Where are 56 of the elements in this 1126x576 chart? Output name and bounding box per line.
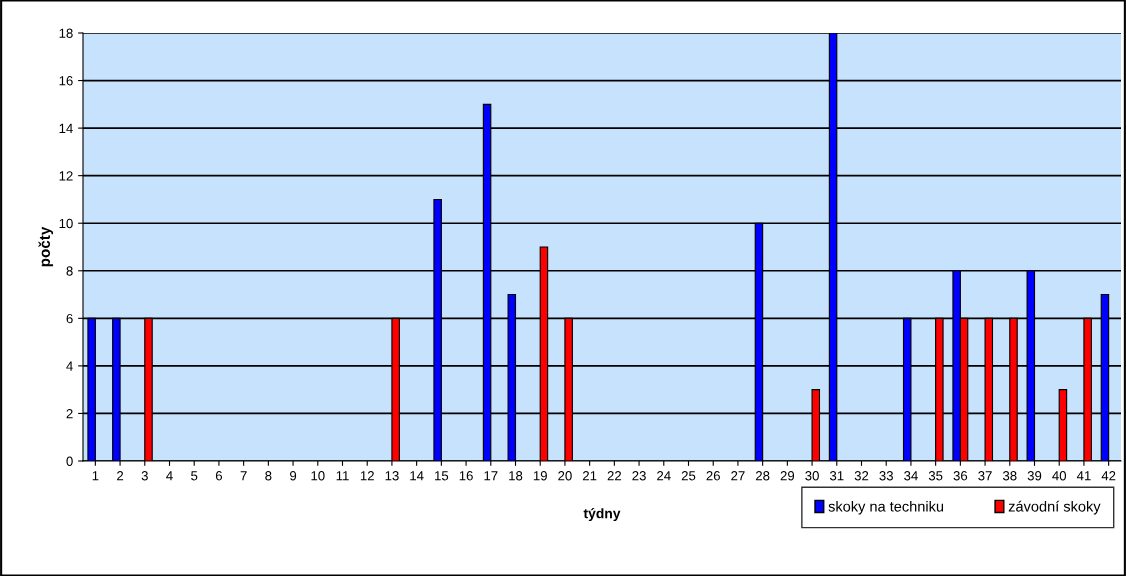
x-tick-label: 31: [829, 471, 844, 481]
x-tick-label: 20: [558, 471, 572, 481]
y-axis-title: počty: [38, 226, 54, 267]
x-tick-label: 42: [1101, 471, 1116, 481]
x-tick-label: 9: [290, 471, 297, 481]
x-tick-label: 17: [484, 471, 498, 481]
y-tick-label: 8: [66, 266, 73, 276]
x-tick-label: 16: [459, 471, 473, 481]
x-tick-label: 27: [731, 471, 745, 481]
x-tick-label: 13: [385, 471, 399, 481]
x-tick-label: 35: [928, 471, 943, 481]
x-tick-label: 25: [681, 471, 696, 481]
y-tick-label: 18: [59, 28, 73, 38]
x-tick-label: 5: [191, 471, 198, 481]
x-tick-label: 8: [265, 471, 272, 481]
y-tick-label: 6: [66, 313, 73, 324]
x-tick-label: 38: [1002, 471, 1017, 481]
x-tick-label: 23: [632, 471, 646, 481]
x-tick-label: 11: [336, 471, 349, 481]
y-tick-label: 10: [59, 218, 73, 229]
y-tick-label: 4: [66, 361, 73, 371]
x-tick-label: 41: [1076, 471, 1091, 481]
x-tick-label: 19: [533, 471, 547, 481]
x-tick-label: 22: [607, 471, 622, 481]
x-tick-label: 14: [410, 471, 424, 481]
x-tick-label: 12: [360, 471, 374, 481]
x-tick-label: 10: [311, 471, 325, 481]
x-tick-label: 7: [240, 471, 247, 481]
x-tick-label: 21: [582, 471, 597, 481]
y-tick-label: 0: [66, 456, 73, 466]
x-tick-label: 26: [706, 471, 720, 481]
x-tick-label: 15: [435, 471, 449, 481]
x-tick-label: 4: [166, 471, 173, 481]
legend-label: závodní skoky: [1008, 500, 1101, 515]
y-tick-label: 14: [59, 123, 73, 133]
x-tick-label: 18: [509, 471, 523, 481]
x-tick-label: 2: [117, 471, 124, 481]
x-tick-label: 29: [780, 471, 795, 481]
x-tick-label: 40: [1052, 471, 1067, 481]
x-tick-label: 39: [1027, 471, 1042, 481]
legend-label: skoky na techniku: [828, 500, 944, 515]
y-tick-label: 2: [66, 409, 73, 419]
x-axis-title: týdny: [583, 508, 621, 522]
x-tick-label: 34: [904, 471, 918, 481]
x-tick-label: 32: [854, 471, 869, 481]
x-tick-label: 24: [657, 471, 671, 481]
x-tick-label: 33: [879, 471, 893, 481]
x-tick-label: 36: [953, 471, 968, 481]
x-tick-label: 3: [141, 471, 148, 481]
x-tick-label: 30: [805, 471, 819, 481]
x-tick-label: 1: [92, 471, 99, 481]
x-tick-label: 37: [978, 471, 992, 481]
x-tick-label: 6: [215, 471, 223, 481]
y-tick-label: 16: [59, 76, 73, 86]
y-tick-label: 12: [59, 171, 73, 181]
x-tick-label: 28: [755, 471, 770, 481]
